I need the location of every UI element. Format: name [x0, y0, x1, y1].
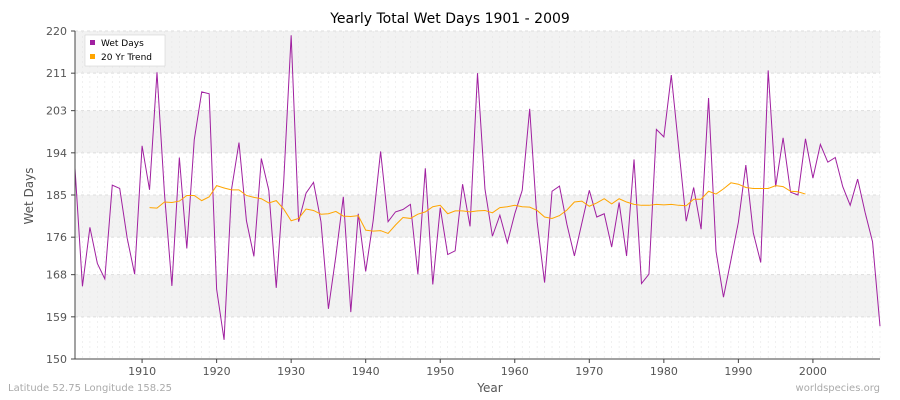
y-tick-label: 194 — [46, 147, 67, 160]
location-note: Latitude 52.75 Longitude 158.25 — [8, 383, 173, 394]
x-tick-label: 1960 — [501, 365, 529, 378]
y-tick-label: 150 — [46, 353, 67, 366]
y-tick-label: 168 — [46, 269, 67, 282]
chart-title: Yearly Total Wet Days 1901 - 2009 — [329, 11, 570, 27]
y-tick-label: 220 — [46, 25, 67, 38]
legend-swatch-wet-days — [90, 40, 95, 45]
source-credit: worldspecies.org — [795, 383, 880, 394]
x-tick-label: 1920 — [203, 365, 231, 378]
y-tick-label: 185 — [46, 189, 67, 202]
x-tick-label: 2000 — [799, 365, 827, 378]
x-tick-label: 1930 — [277, 365, 305, 378]
trend-line — [149, 182, 806, 235]
y-tick-label: 211 — [46, 67, 67, 80]
y-tick-label: 176 — [46, 231, 67, 244]
grid-band — [75, 274, 880, 317]
x-tick-label: 1980 — [650, 365, 678, 378]
legend-box — [84, 34, 166, 67]
x-axis-label: Year — [476, 381, 502, 395]
legend-label-wet-days: Wet Days — [101, 39, 144, 49]
y-tick-label: 203 — [46, 105, 67, 118]
x-tick-label: 1910 — [128, 365, 156, 378]
y-axis-label: Wet Days — [22, 167, 36, 224]
wet-days-line — [74, 35, 881, 340]
x-tick-label: 1950 — [426, 365, 454, 378]
y-tick-label: 159 — [46, 311, 67, 324]
x-tick-label: 1940 — [352, 365, 380, 378]
x-tick-label: 1970 — [575, 365, 603, 378]
x-tick-label: 1990 — [724, 365, 752, 378]
legend: Wet Days 20 Yr Trend — [84, 34, 166, 67]
legend-swatch-trend — [90, 54, 95, 59]
legend-label-trend: 20 Yr Trend — [101, 53, 152, 63]
